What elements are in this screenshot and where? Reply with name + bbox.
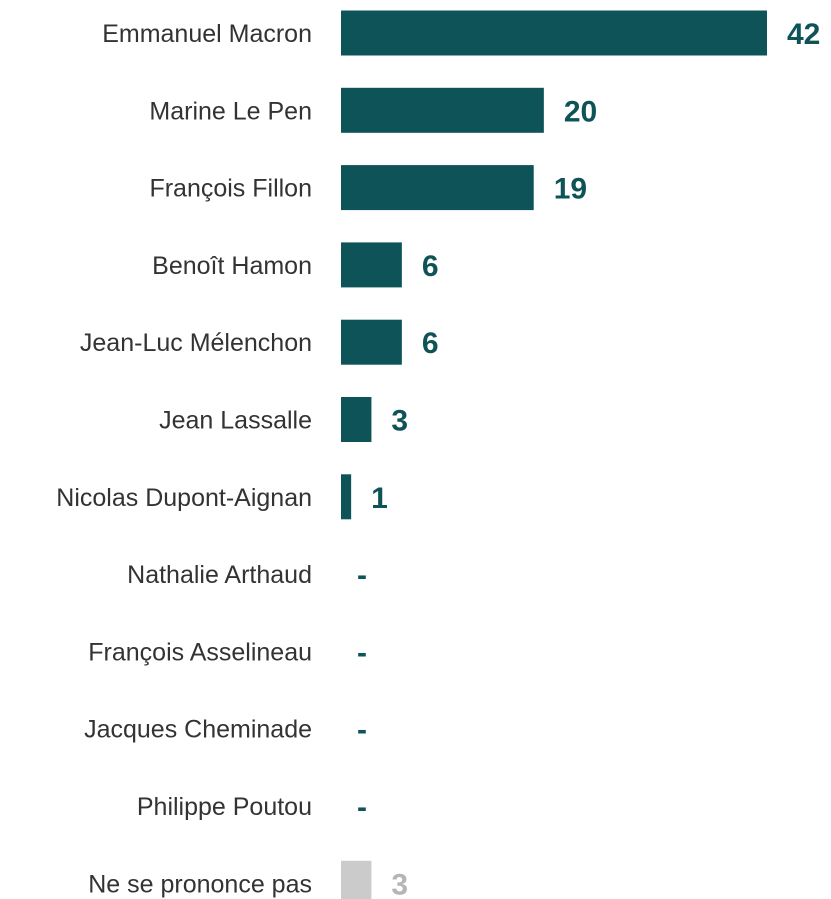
value-label-jean-luc-melenchon: 6 <box>422 327 439 360</box>
category-label-jean-lassalle: Jean Lassalle <box>159 407 312 435</box>
category-label-emmanuel-macron: Emmanuel Macron <box>102 20 312 48</box>
category-label-nicolas-dupont-aignan: Nicolas Dupont-Aignan <box>56 484 312 512</box>
category-label-jean-luc-melenchon: Jean-Luc Mélenchon <box>80 329 312 357</box>
category-label-francois-fillon: François Fillon <box>149 175 312 203</box>
value-label-marine-le-pen: 20 <box>564 95 597 128</box>
value-label-ne-se-prononce-pas: 3 <box>391 868 408 899</box>
bar-jean-luc-melenchon <box>341 319 402 365</box>
bars <box>341 10 767 899</box>
category-label-nathalie-arthaud: Nathalie Arthaud <box>127 561 312 589</box>
bar-nicolas-dupont-aignan <box>341 474 352 520</box>
value-label-nathalie-arthaud: - <box>357 559 367 592</box>
bar-ne-se-prononce-pas <box>341 860 372 899</box>
value-label-emmanuel-macron: 42 <box>787 18 820 51</box>
value-label-francois-asselineau: - <box>357 636 367 669</box>
category-labels: Emmanuel Macron Marine Le Pen François Fil… <box>56 20 312 898</box>
bar-francois-fillon <box>341 165 534 211</box>
bar-benoit-hamon <box>341 242 402 288</box>
category-label-philippe-poutou: Philippe Poutou <box>137 793 312 821</box>
bar-emmanuel-macron <box>341 10 767 56</box>
value-label-francois-fillon: 19 <box>554 173 587 206</box>
value-label-jean-lassalle: 3 <box>391 405 408 438</box>
category-label-ne-se-prononce-pas: Ne se prononce pas <box>88 870 312 898</box>
category-label-marine-le-pen: Marine Le Pen <box>149 97 312 125</box>
value-label-benoit-hamon: 6 <box>422 250 439 283</box>
value-labels: 42 20 19 6 6 3 1 - - - - 3 <box>357 18 820 899</box>
value-label-jacques-cheminade: - <box>357 714 367 747</box>
value-label-nicolas-dupont-aignan: 1 <box>371 482 388 515</box>
bar-marine-le-pen <box>341 87 544 133</box>
value-label-philippe-poutou: - <box>357 791 367 824</box>
bar-jean-lassalle <box>341 397 372 442</box>
category-label-francois-asselineau: François Asselineau <box>88 638 312 666</box>
category-label-jacques-cheminade: Jacques Cheminade <box>84 716 312 744</box>
category-label-benoit-hamon: Benoît Hamon <box>152 252 312 280</box>
